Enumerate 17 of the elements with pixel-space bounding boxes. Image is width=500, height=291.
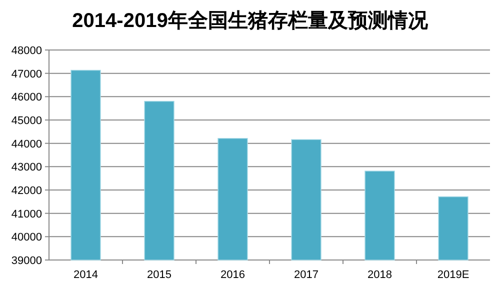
y-tick-label: 43000 xyxy=(11,162,42,174)
y-tick-label: 39000 xyxy=(11,255,42,267)
x-tick-label: 2019E xyxy=(437,269,470,281)
y-tick-label: 41000 xyxy=(11,208,42,220)
x-tick-label: 2018 xyxy=(368,269,392,281)
y-tick-label: 44000 xyxy=(11,138,42,150)
chart-title: 2014-2019年全国生猪存栏量及预测情况 xyxy=(72,10,429,32)
y-tick-label: 40000 xyxy=(11,232,42,244)
y-tick-label: 48000 xyxy=(11,45,42,57)
y-tick-label: 47000 xyxy=(11,68,42,80)
y-tick-label: 42000 xyxy=(11,185,42,197)
x-tick-label: 2016 xyxy=(220,269,245,281)
x-tick-label: 2015 xyxy=(147,269,172,281)
y-tick-label: 46000 xyxy=(11,92,42,104)
y-tick-label: 45000 xyxy=(11,115,42,127)
x-tick-label: 2017 xyxy=(294,269,318,281)
x-tick-label: 2014 xyxy=(74,269,98,281)
